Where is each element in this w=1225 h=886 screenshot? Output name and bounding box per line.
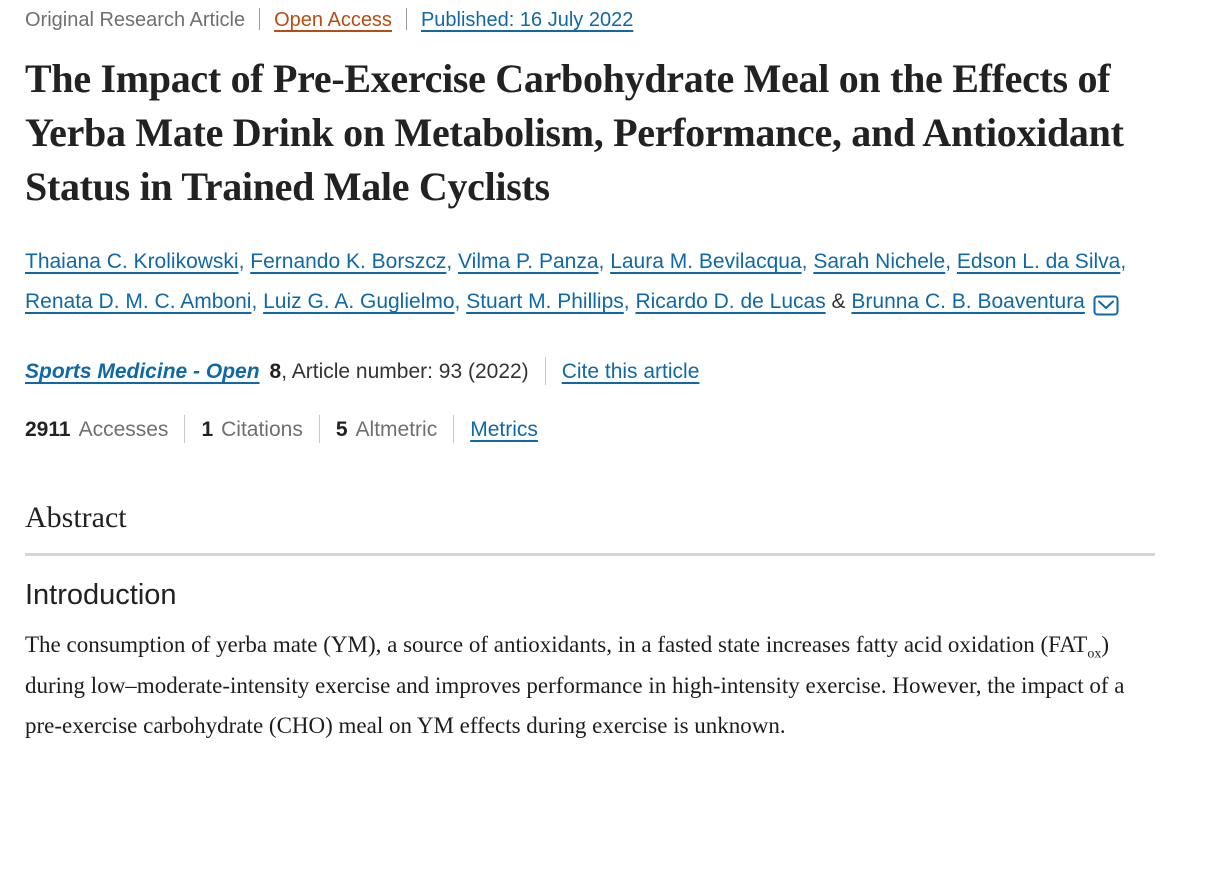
- author-separator-comma: ,: [454, 290, 467, 313]
- envelope-icon[interactable]: [1093, 285, 1119, 325]
- abstract-text-part2: ) during low–moderate-intensity exercise…: [25, 632, 1125, 738]
- metric-label: Altmetric: [355, 418, 438, 441]
- author-separator-comma: ,: [801, 250, 814, 273]
- author-link[interactable]: Renata D. M. C. Amboni: [25, 290, 252, 313]
- article-meta-line: Original Research Article Open Access Publ…: [25, 8, 1155, 32]
- author-separator-comma: ,: [623, 290, 636, 313]
- author-separator-comma: ,: [598, 250, 611, 273]
- author-separator-comma: ,: [446, 250, 459, 273]
- journal-volume: 8: [269, 360, 282, 383]
- introduction-heading: Introduction: [25, 579, 177, 611]
- abstract-text-part1: The consumption of yerba mate (YM), a so…: [25, 632, 1088, 657]
- metric-label: Citations: [221, 418, 303, 441]
- metric-item: 2911 Accesses: [25, 418, 168, 441]
- journal-line: Sports Medicine - Open 8, Article number:…: [25, 357, 1155, 385]
- author-link[interactable]: Vilma P. Panza: [458, 250, 599, 273]
- metrics-bar: 2911 Accesses 1 Citations 5 Altmetric Metrics: [25, 415, 1155, 443]
- author-separator-comma: ,: [238, 250, 251, 273]
- author-link[interactable]: Stuart M. Phillips: [466, 290, 624, 313]
- author-link[interactable]: Brunna C. B. Boaventura: [851, 290, 1085, 313]
- metrics-link[interactable]: Metrics: [470, 418, 538, 441]
- author-link[interactable]: Sarah Nichele: [813, 250, 946, 273]
- metric-value: 1: [201, 418, 214, 441]
- open-access-link[interactable]: Open Access: [274, 9, 392, 31]
- article-content: Original Research Article Open Access Publ…: [25, 8, 1155, 747]
- author-separator-comma: ,: [1120, 250, 1127, 273]
- metric-label: Accesses: [78, 418, 169, 441]
- section-divider: [25, 553, 1155, 556]
- author-separator-comma: ,: [251, 290, 264, 313]
- author-link[interactable]: Ricardo D. de Lucas: [635, 290, 826, 313]
- article-title: The Impact of Pre-Exercise Carbohydrate …: [25, 56, 1124, 209]
- author-link[interactable]: Edson L. da Silva: [956, 250, 1121, 273]
- metric-value: 5: [335, 418, 348, 441]
- cite-article-link[interactable]: Cite this article: [561, 360, 700, 383]
- abstract-heading: Abstract: [25, 501, 127, 534]
- journal-link[interactable]: Sports Medicine - Open: [25, 360, 260, 383]
- metrics-separator: [184, 415, 186, 443]
- author-separator-ampersand: &: [825, 290, 852, 313]
- metric-item: 5 Altmetric: [336, 418, 437, 441]
- author-link[interactable]: Luiz G. A. Guglielmo: [263, 290, 455, 313]
- meta-separator: [259, 8, 261, 30]
- article-number-text: , Article number: 93 (2022): [281, 360, 529, 383]
- author-link[interactable]: Fernando K. Borszcz: [250, 250, 447, 273]
- metrics-separator: [453, 415, 455, 443]
- article-page: Original Research Article Open Access Publ…: [25, 8, 1155, 747]
- author-separator-comma: ,: [945, 250, 957, 273]
- metric-value: 2911: [25, 418, 71, 441]
- author-link[interactable]: Thaiana C. Krolikowski: [25, 250, 239, 273]
- published-date-link[interactable]: Published: 16 July 2022: [420, 9, 634, 31]
- meta-separator: [405, 8, 407, 30]
- abstract-introduction-paragraph: The consumption of yerba mate (YM), a so…: [25, 625, 1155, 747]
- author-list: Thaiana C. Krolikowski, Fernando K. Bors…: [25, 242, 1155, 325]
- metric-item: 1 Citations: [201, 418, 302, 441]
- subscript-ox: ox: [1087, 646, 1102, 662]
- journal-separator: [544, 357, 546, 385]
- metrics-separator: [318, 415, 320, 443]
- article-type-label: Original Research Article: [25, 9, 246, 31]
- author-link[interactable]: Laura M. Bevilacqua: [610, 250, 802, 273]
